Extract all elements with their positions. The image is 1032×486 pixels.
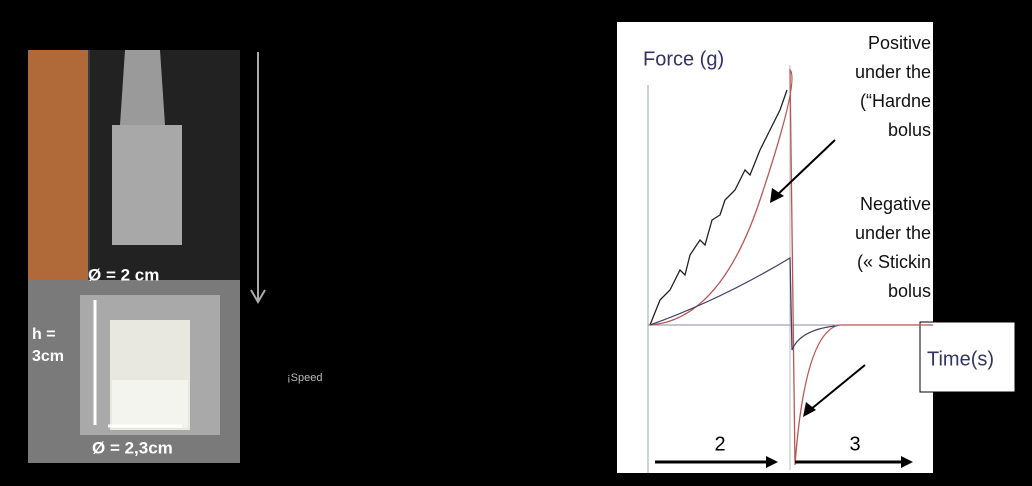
annotation: bolus bbox=[888, 120, 931, 140]
cup-label: Ø = 2,3cm bbox=[92, 438, 173, 457]
annotation: Negative bbox=[860, 194, 931, 214]
probe-label: Ø = 2 cm bbox=[88, 265, 159, 284]
annotation: under the bbox=[855, 223, 931, 243]
height-label: h = bbox=[32, 326, 56, 343]
annotation: bolus bbox=[888, 281, 931, 301]
photo: Ø = 2 cm h = 3cm Ø = 2,3cm bbox=[28, 50, 240, 463]
annotation: (« Stickin bbox=[857, 252, 931, 272]
annotation: Positive bbox=[868, 33, 931, 53]
x-label: Time(s) bbox=[927, 348, 994, 370]
annotation: under the bbox=[855, 62, 931, 82]
y-label: Force (g) bbox=[643, 48, 724, 70]
graph: Force (g) Time(s) 2 3 Positive under the (… bbox=[617, 22, 1016, 473]
speed-label: ¡Speed bbox=[287, 372, 322, 384]
annotation: (“Hardne bbox=[860, 91, 931, 111]
height-label: 3cm bbox=[32, 348, 64, 365]
phase-label: 3 bbox=[849, 433, 860, 455]
phase-label: 2 bbox=[714, 433, 725, 455]
